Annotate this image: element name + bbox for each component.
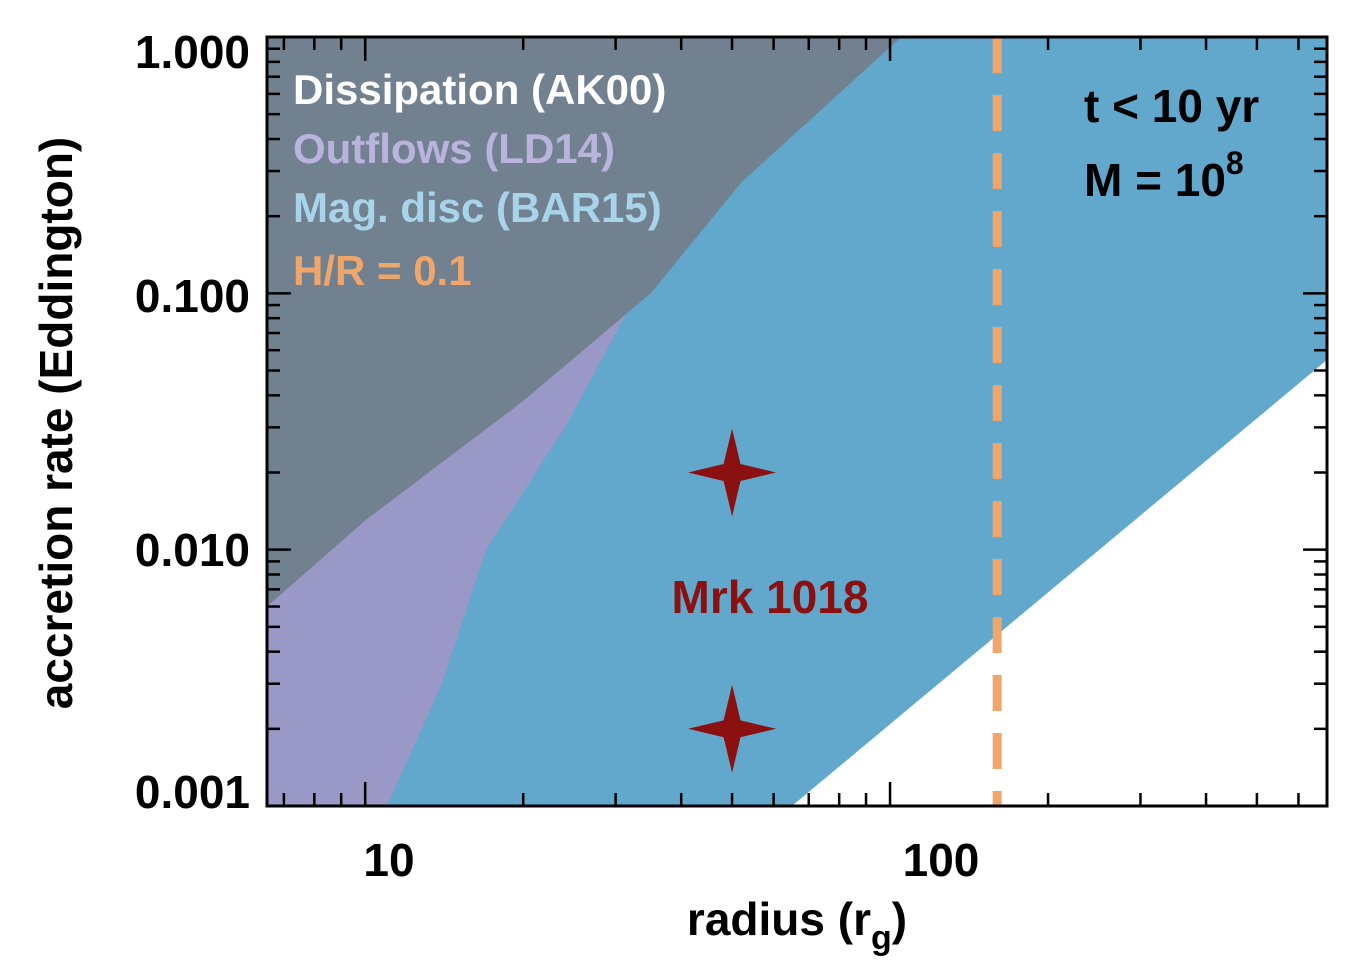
axis-ticks (267, 35, 1327, 808)
x-tick-label-10: 10 (363, 834, 414, 886)
plot-frame (265, 35, 1329, 808)
dissipation-region (267, 37, 902, 607)
y-tick-label-0010: 0.010 (135, 524, 250, 576)
y-tick-label-0001: 0.001 (135, 766, 250, 818)
legend-mag-disc: Mag. disc (BAR15) (293, 184, 662, 231)
legend-h-over-r: H/R = 0.1 (293, 247, 472, 294)
x-tick-label-100: 100 (903, 834, 980, 886)
y-tick-label-0100: 0.100 (135, 270, 250, 322)
mrk1018-point-high (688, 428, 777, 517)
x-axis-title: radius (rg) (687, 893, 907, 957)
legend-dissipation: Dissipation (AK00) (293, 66, 666, 113)
y-axis-title: accretion rate (Eddington) (30, 137, 82, 709)
y-tick-label-1000: 1.000 (135, 26, 250, 78)
mrk1018-point-low (688, 684, 777, 773)
legend-outflows: Outflows (LD14) (293, 125, 615, 172)
mass-annotation: M = 108 (1084, 145, 1244, 206)
object-label: Mrk 1018 (672, 571, 869, 623)
time-annotation: t < 10 yr (1084, 80, 1259, 132)
